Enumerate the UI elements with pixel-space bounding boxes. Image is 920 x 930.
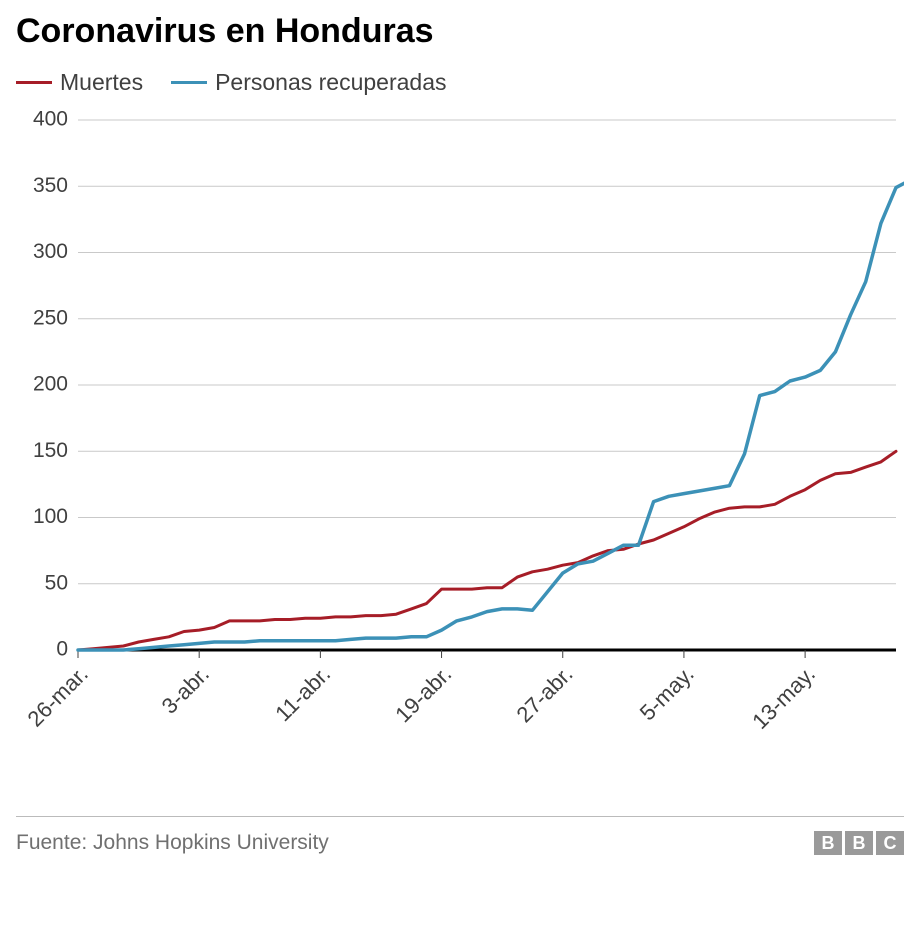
- svg-text:50: 50: [45, 571, 68, 594]
- svg-text:200: 200: [33, 373, 68, 396]
- bbc-logo: B B C: [814, 831, 904, 855]
- chart-title: Coronavirus en Honduras: [16, 12, 904, 51]
- svg-text:0: 0: [56, 638, 68, 661]
- svg-text:300: 300: [33, 240, 68, 263]
- chart-area: 0 50 100 150 200 250 300 350 400 26-mar. 3-abr. 11-…: [16, 110, 904, 790]
- svg-text:150: 150: [33, 439, 68, 462]
- svg-text:5-may.: 5-may.: [635, 661, 699, 725]
- svg-text:11-abr.: 11-abr.: [270, 661, 335, 726]
- legend-swatch-recuperadas: [171, 81, 207, 84]
- legend-item-muertes: Muertes: [16, 69, 143, 96]
- legend: Muertes Personas recuperadas: [16, 69, 904, 96]
- legend-label-recuperadas: Personas recuperadas: [215, 69, 446, 96]
- svg-text:27-abr.: 27-abr.: [511, 661, 577, 727]
- svg-text:100: 100: [33, 505, 68, 528]
- svg-text:400: 400: [33, 110, 68, 131]
- bbc-logo-c: C: [876, 831, 904, 855]
- source-text: Fuente: Johns Hopkins University: [16, 831, 329, 855]
- svg-text:13-may.: 13-may.: [747, 661, 820, 734]
- footer: Fuente: Johns Hopkins University B B C: [16, 816, 904, 855]
- svg-text:19-abr.: 19-abr.: [390, 661, 456, 727]
- bbc-logo-b1: B: [814, 831, 842, 855]
- svg-text:350: 350: [33, 174, 68, 197]
- legend-item-recuperadas: Personas recuperadas: [171, 69, 446, 96]
- bbc-logo-b2: B: [845, 831, 873, 855]
- line-chart-svg: 0 50 100 150 200 250 300 350 400 26-mar. 3-abr. 11-…: [16, 110, 904, 790]
- svg-text:3-abr.: 3-abr.: [157, 661, 214, 718]
- legend-swatch-muertes: [16, 81, 52, 84]
- legend-label-muertes: Muertes: [60, 69, 143, 96]
- svg-text:26-mar.: 26-mar.: [22, 661, 92, 731]
- svg-text:250: 250: [33, 306, 68, 329]
